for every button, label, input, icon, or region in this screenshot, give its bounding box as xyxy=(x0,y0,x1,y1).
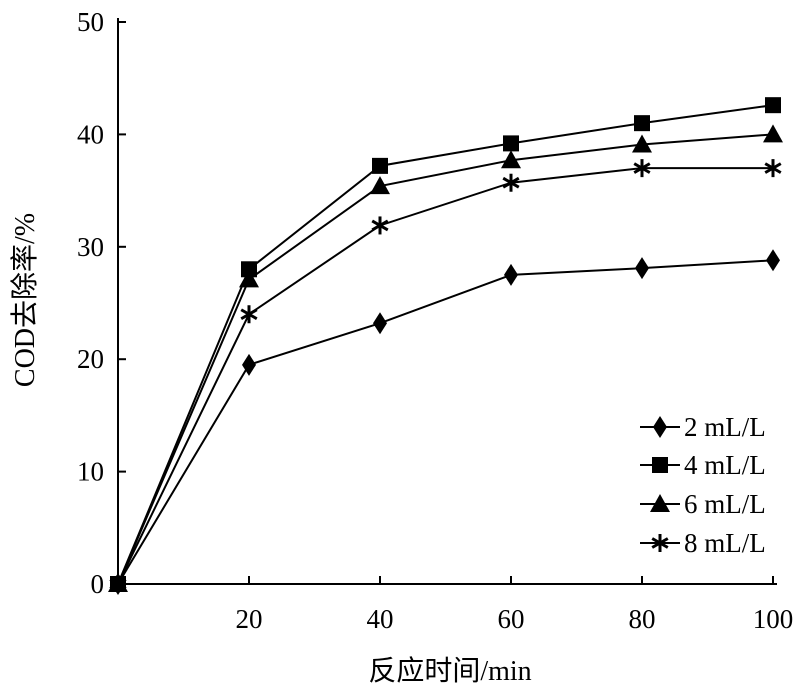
asterisk-stroke xyxy=(371,219,389,232)
x-tick-label: 40 xyxy=(367,604,394,634)
asterisk-stroke xyxy=(109,578,127,590)
diamond-marker xyxy=(373,312,387,335)
triangle-marker xyxy=(763,124,783,143)
square-marker xyxy=(503,135,519,152)
legend-item: 6 mL/L xyxy=(640,489,766,519)
x-tick-label: 20 xyxy=(236,604,263,634)
square-marker xyxy=(241,261,257,278)
asterisk-stroke xyxy=(240,308,258,321)
axes: 0 10 20 30 40 50 20 40 60 80 100 xyxy=(77,7,793,634)
triangle-marker xyxy=(650,494,670,512)
triangle-marker xyxy=(632,134,652,153)
series-group xyxy=(108,97,783,595)
square-marker xyxy=(652,457,668,473)
legend-item: 2 mL/L xyxy=(640,412,766,442)
legend-label: 4 mL/L xyxy=(684,450,766,480)
series-4-ml-l xyxy=(110,97,781,592)
legend-label: 6 mL/L xyxy=(684,489,766,519)
y-tick-label: 30 xyxy=(77,232,104,262)
y-tick-label: 20 xyxy=(77,344,104,374)
triangle-marker xyxy=(501,150,521,169)
series-6-ml-l xyxy=(108,124,783,592)
y-tick-label: 50 xyxy=(77,7,104,37)
asterisk-stroke xyxy=(502,176,520,189)
y-tick-label: 40 xyxy=(77,119,104,149)
asterisk-marker xyxy=(109,575,127,593)
asterisk-marker xyxy=(240,305,258,324)
y-tick-label: 0 xyxy=(91,569,105,599)
triangle-marker xyxy=(239,269,259,288)
y-tick-label: 10 xyxy=(77,457,104,487)
legend-label: 2 mL/L xyxy=(684,412,766,442)
diamond-marker xyxy=(653,416,667,438)
asterisk-stroke xyxy=(764,162,782,174)
series-line xyxy=(117,133,774,585)
legend-item: 8 mL/L xyxy=(640,528,766,558)
x-tick-label: 100 xyxy=(753,604,794,634)
series-line xyxy=(117,167,773,585)
asterisk-stroke xyxy=(651,537,669,549)
diamond-marker xyxy=(504,263,518,286)
series-8-ml-l xyxy=(109,159,782,593)
series-line xyxy=(117,259,774,585)
legend-label: 8 mL/L xyxy=(684,528,766,558)
diamond-marker xyxy=(766,249,780,272)
x-axis-label: 反应时间/min xyxy=(368,655,531,687)
square-marker xyxy=(765,97,781,114)
square-marker xyxy=(372,157,388,174)
diamond-marker xyxy=(635,257,649,280)
legend-item: 4 mL/L xyxy=(640,450,766,480)
legend: 2 mL/L 4 mL/L 6 mL/L 8 mL/L xyxy=(640,412,766,558)
triangle-marker xyxy=(370,176,390,195)
asterisk-marker xyxy=(502,173,520,192)
asterisk-stroke xyxy=(633,162,651,174)
series-line xyxy=(117,104,774,585)
asterisk-marker xyxy=(764,159,782,178)
diamond-marker xyxy=(242,353,256,376)
x-tick-label: 60 xyxy=(498,604,525,634)
y-axis-label: COD去除率/% xyxy=(9,213,41,387)
asterisk-marker xyxy=(651,534,669,552)
x-tick-label: 80 xyxy=(629,604,656,634)
square-marker xyxy=(634,115,650,132)
asterisk-marker xyxy=(371,216,389,235)
asterisk-marker xyxy=(633,159,651,178)
